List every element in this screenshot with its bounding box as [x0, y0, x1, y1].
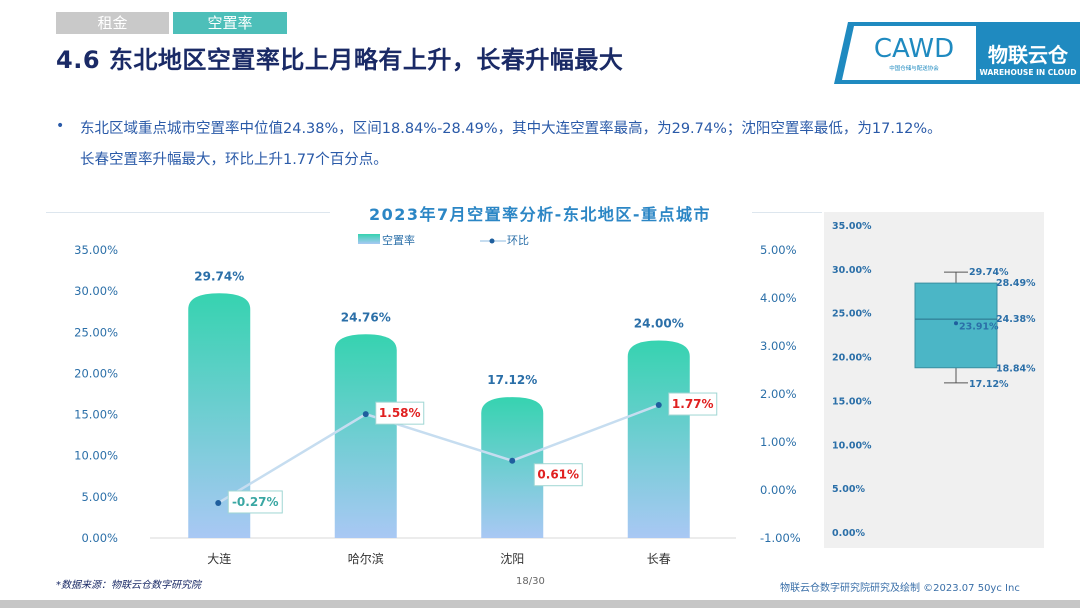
logo-graphic: CAWD 中国仓储与配送协会 物联云仓 WAREHOUSE IN CLOUD: [834, 22, 1080, 84]
bar-value-label: 24.00%: [634, 317, 684, 331]
chart-legend: 空置率 环比: [358, 233, 529, 247]
box-label-max: 29.74%: [969, 267, 1009, 278]
x-tick-label: 沈阳: [500, 551, 524, 566]
cawd-logo-panel: [842, 26, 976, 80]
y-right-tick-label: 1.00%: [760, 435, 797, 449]
y-left-tick-label: 25.00%: [74, 325, 118, 339]
page-title: 4.6 东北地区空置率比上月略有上升，长春升幅最大: [56, 46, 624, 74]
box-label-median: 24.38%: [996, 314, 1036, 325]
y-left-tick-label: 35.00%: [74, 243, 118, 257]
chart-title-rule-right: [752, 212, 822, 213]
box-y-tick-label: 20.00%: [832, 353, 872, 364]
line-value-label: 1.58%: [379, 406, 421, 420]
x-tick-label: 长春: [647, 552, 671, 566]
line-label-box: [227, 490, 283, 514]
y-right-tick-label: 0.00%: [760, 483, 797, 497]
legend-line-label: 环比: [507, 234, 529, 247]
box-y-tick-label: 30.00%: [832, 265, 872, 276]
bar-series: 29.74% 24.76% 17.12% 24.00%: [188, 269, 690, 538]
line-series: -0.27% 1.58% 0.61% 1.77%: [215, 392, 718, 514]
box-y-tick-label: 35.00%: [832, 221, 872, 232]
y-axis-left: 0.00% 5.00% 10.00% 15.00% 20.00% 25.00% 30.00%…: [74, 243, 118, 545]
bottom-bar: [0, 600, 1080, 608]
brand-logos: CAWD 中国仓储与配送协会 物联云仓 WAREHOUSE IN CLOUD: [834, 22, 1080, 84]
line-point: [509, 457, 516, 464]
x-tick-label: 大连: [207, 551, 231, 566]
line-value-label: 1.77%: [672, 397, 714, 411]
y-right-tick-label: -1.00%: [760, 531, 801, 545]
bullet-icon: •: [56, 118, 65, 134]
y-right-tick-label: 5.00%: [760, 243, 797, 257]
brand-logo-subtext: WAREHOUSE IN CLOUD: [980, 68, 1077, 77]
y-right-tick-label: 2.00%: [760, 387, 797, 401]
box-label-min: 17.12%: [969, 379, 1009, 390]
y-left-tick-label: 10.00%: [74, 449, 118, 463]
summary-line-2: 长春空置率升幅最大，环比上升1.77个百分点。: [80, 152, 388, 168]
brand-logo-text: 物联云仓: [988, 43, 1069, 67]
y-right-tick-label: 3.00%: [760, 339, 797, 353]
chart-title: 2023年7月空置率分析-东北地区-重点城市: [369, 205, 711, 224]
box-mean-marker: [954, 321, 958, 326]
tab-vacancy-rate[interactable]: 空置率: [173, 12, 287, 34]
y-axis-right: -1.00% 0.00% 1.00% 2.00% 3.00% 4.00% 5.00%: [760, 243, 801, 545]
y-right-tick-label: 4.00%: [760, 291, 797, 305]
box-label-q3: 28.49%: [996, 278, 1036, 289]
legend-line-marker: [489, 238, 495, 244]
line-value-label: -0.27%: [232, 495, 279, 509]
box-y-tick-label: 5.00%: [832, 484, 865, 495]
line-point: [215, 499, 222, 506]
bar-value-label: 24.76%: [341, 310, 391, 324]
box-plot-background: [824, 212, 1044, 548]
line-path: [217, 403, 660, 505]
summary-line-1: 东北区域重点城市空置率中位值24.38%，区间18.84%-28.49%，其中大…: [80, 121, 942, 137]
summary-text: 东北区域重点城市空置率中位值24.38%，区间18.84%-28.49%，其中大…: [80, 114, 1070, 176]
legend-bar-swatch: [358, 234, 380, 244]
legend-bar-label: 空置率: [382, 233, 415, 247]
x-axis-labels: 大连 哈尔滨 沈阳 长春: [207, 551, 671, 566]
box-y-tick-label: 15.00%: [832, 396, 872, 407]
box-y-tick-label: 25.00%: [832, 309, 872, 320]
page-number: 18/30: [516, 576, 545, 587]
bar-value-label: 17.12%: [487, 373, 537, 387]
box-label-q1: 18.84%: [996, 364, 1036, 375]
line-label-box: [375, 401, 425, 425]
line-point: [362, 411, 369, 418]
cawd-logo-subtext: 中国仓储与配送协会: [889, 64, 939, 72]
bar: [627, 340, 690, 538]
line-value-label: 0.61%: [537, 468, 579, 482]
bar: [188, 293, 251, 538]
line-label-box: [533, 463, 583, 487]
y-left-tick-label: 30.00%: [74, 284, 118, 298]
tab-rent[interactable]: 租金: [56, 12, 169, 34]
y-left-tick-label: 15.00%: [74, 408, 118, 422]
cawd-logo-text: CAWD: [874, 34, 954, 64]
box-y-tick-label: 10.00%: [832, 440, 872, 451]
box-plot-body: 29.74%28.49% 24.38%23.91% 18.84% 17.12%: [914, 267, 1036, 390]
bar: [481, 397, 544, 538]
box-y-tick-label: 0.00%: [832, 528, 865, 539]
bar: [334, 334, 397, 538]
box-iqr: [914, 282, 998, 369]
line-point: [655, 402, 662, 409]
y-left-tick-label: 5.00%: [81, 490, 118, 504]
footer-credit: 物联云仓数字研究院研究及绘制 ©2023.07 50yc Inc: [780, 583, 1020, 594]
box-plot-y-axis: 0.00% 5.00% 10.00% 15.00% 20.00% 25.00% 30.00%…: [832, 221, 872, 539]
y-left-tick-label: 20.00%: [74, 366, 118, 380]
box-label-mean: 23.91%: [959, 321, 999, 332]
chart-title-rule-left: [46, 212, 330, 213]
line-label-box: [668, 392, 718, 416]
x-tick-label: 哈尔滨: [348, 551, 384, 566]
y-left-tick-label: 0.00%: [81, 531, 118, 545]
box-plot: 0.00% 5.00% 10.00% 15.00% 20.00% 25.00% 30.00%…: [824, 212, 1044, 548]
bar-value-label: 29.74%: [194, 269, 244, 283]
data-source-note: *数据来源：物联云仓数字研究院: [56, 580, 201, 591]
